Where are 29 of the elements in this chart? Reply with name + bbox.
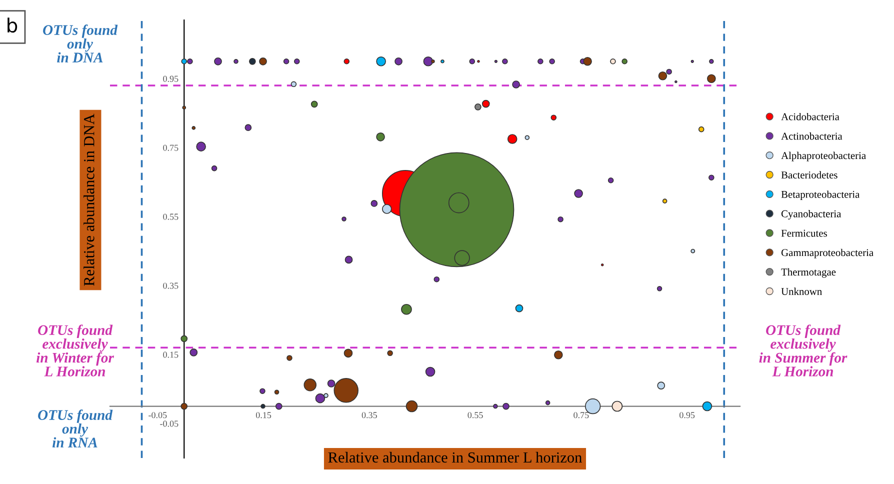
y-tick-label: 0.35 — [163, 282, 178, 289]
x-tick-label: 0.95 — [680, 412, 695, 418]
text: OTUs found exclusively in Summer for L Horizon — [759, 324, 848, 376]
y-tick-label: 0.15 — [163, 352, 178, 358]
legend-label: Thermotagae — [781, 268, 836, 278]
y-tick-label: 0.55 — [163, 214, 178, 220]
legend-label: Bacteriodetes — [781, 171, 838, 178]
legend-label: Gammaproteobacteria — [781, 248, 874, 258]
x-tick-label: 0.35 — [362, 412, 377, 418]
annotation: OTUs found only in RNA — [38, 410, 113, 448]
legend-label: Acidobacteria — [781, 112, 840, 120]
annotation: OTUs found only in DNA — [43, 24, 118, 62]
y-axis-title: Relative abundance in DNA — [84, 114, 94, 286]
legend-label: Fermicutes — [781, 230, 827, 237]
text: b — [8, 18, 18, 33]
x-tick-label: 0.55 — [468, 412, 483, 418]
x-axis-title: Relative abundance in Summer L horizon — [328, 452, 582, 463]
y-tick-label: 0.75 — [163, 144, 178, 151]
legend-label: Actinobacteria — [781, 132, 842, 140]
legend-label: Cyanobacteria — [781, 210, 842, 220]
x-tick-label: 0.15 — [256, 412, 272, 418]
legend-label: Alphaproteobacteria — [781, 152, 866, 162]
legend-label: Unknown — [781, 288, 822, 295]
annotation: OTUs found exclusively in Winter for L Horizon — [36, 324, 114, 376]
y-tick-label: 0.95 — [163, 76, 178, 82]
x-tick-label: 0.75 — [574, 412, 589, 418]
y-tick-label: -0.05 — [160, 420, 178, 427]
legend-label: Betaproteobacteria — [781, 190, 860, 200]
x-tick-label: -0.05 — [148, 412, 167, 418]
